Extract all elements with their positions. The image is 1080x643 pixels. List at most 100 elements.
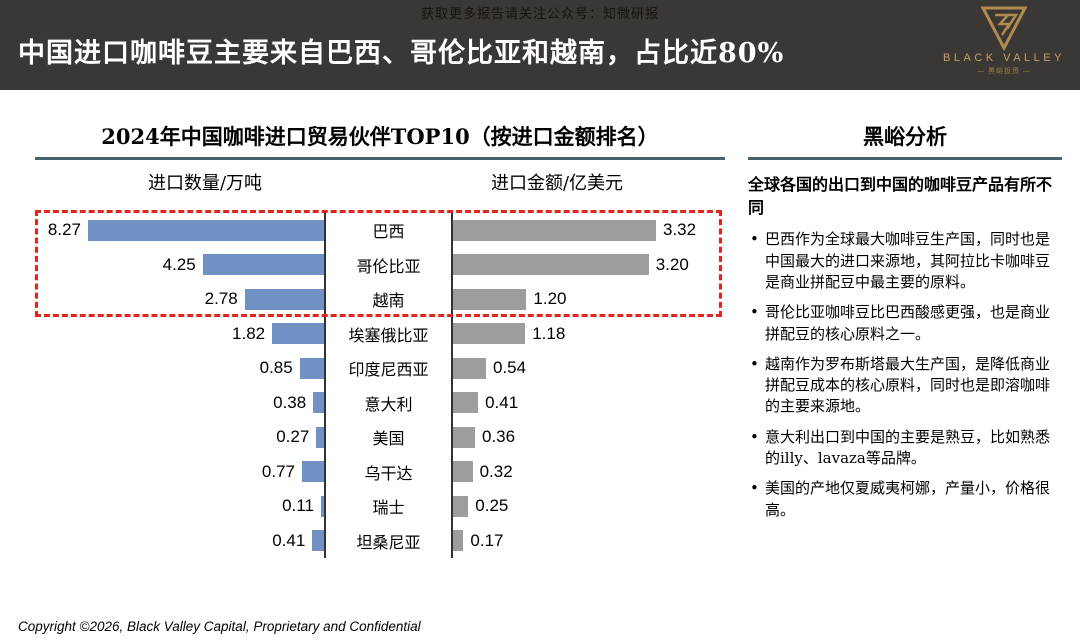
volume-bar bbox=[313, 392, 324, 414]
amount-bar bbox=[453, 461, 473, 483]
analysis-bullet: 越南作为罗布斯塔最大生产国，是降低商业拼配豆成本的核心原料，同时也是即溶咖啡的主… bbox=[748, 354, 1062, 418]
amount-value-label: 1.18 bbox=[532, 323, 566, 343]
volume-zone: 2.78 bbox=[35, 288, 324, 310]
chart-row: 8.27 巴西 3.32 bbox=[35, 213, 725, 248]
volume-value-label: 0.77 bbox=[261, 461, 295, 481]
volume-bar bbox=[299, 357, 324, 379]
country-label: 越南 bbox=[324, 282, 453, 317]
volume-bar bbox=[316, 426, 324, 448]
volume-bar bbox=[244, 288, 324, 310]
chart-row: 4.25 哥伦比亚 3.20 bbox=[35, 247, 725, 282]
chart-row: 0.38 意大利 0.41 bbox=[35, 385, 725, 420]
amount-zone: 0.25 bbox=[453, 495, 725, 517]
volume-value-label: 0.38 bbox=[273, 392, 307, 412]
analysis-bullet: 哥伦比亚咖啡豆比巴西酸感更强，也是商业拼配豆的核心原料之一。 bbox=[748, 302, 1062, 345]
analysis-title: 黑峪分析 bbox=[863, 124, 947, 149]
left-axis-label: 进口数量/万吨 bbox=[147, 173, 263, 194]
amount-bar bbox=[453, 254, 649, 276]
volume-bar bbox=[302, 461, 324, 483]
brand-logo: BLACK VALLEY — 黑峪投资 — bbox=[936, 5, 1072, 76]
analysis-panel: 黑峪分析 全球各国的出口到中国的咖啡豆产品有所不同 巴西作为全球最大咖啡豆生产国… bbox=[748, 122, 1062, 530]
amount-zone: 0.17 bbox=[453, 530, 725, 552]
amount-value-label: 0.17 bbox=[470, 530, 504, 550]
copyright-text: Copyright ©2026, Black Valley Capital, P… bbox=[18, 619, 421, 634]
amount-zone: 0.54 bbox=[453, 357, 725, 379]
volume-zone: 0.41 bbox=[35, 530, 324, 552]
analysis-title-underline bbox=[748, 157, 1062, 160]
amount-bar bbox=[453, 323, 526, 345]
amount-value-label: 3.32 bbox=[663, 220, 697, 240]
amount-bar bbox=[453, 357, 486, 379]
amount-bar bbox=[453, 219, 656, 241]
volume-bar bbox=[320, 495, 324, 517]
amount-value-label: 0.54 bbox=[493, 358, 527, 378]
volume-value-label: 0.85 bbox=[259, 358, 293, 378]
amount-value-label: 0.32 bbox=[479, 461, 513, 481]
analysis-bullet-list: 巴西作为全球最大咖啡豆生产国，同时也是中国最大的进口来源地，其阿拉比卡咖啡豆是商… bbox=[748, 229, 1062, 521]
volume-value-label: 2.78 bbox=[204, 289, 238, 309]
amount-bar bbox=[453, 288, 527, 310]
country-label: 乌干达 bbox=[324, 454, 453, 489]
volume-bar bbox=[88, 219, 324, 241]
chart-row: 2.78 越南 1.20 bbox=[35, 282, 725, 317]
amount-zone: 1.18 bbox=[453, 323, 725, 345]
right-axis-label: 进口金额/亿美元 bbox=[490, 173, 624, 194]
volume-value-label: 8.27 bbox=[47, 220, 81, 240]
country-label: 瑞士 bbox=[324, 489, 453, 524]
volume-bar bbox=[312, 530, 324, 552]
slide-title: 中国进口咖啡豆主要来自巴西、哥伦比亚和越南，占比近80% bbox=[18, 38, 785, 69]
volume-value-label: 0.27 bbox=[276, 427, 310, 447]
volume-zone: 0.85 bbox=[35, 357, 324, 379]
chart-section: 2024年中国咖啡进口贸易伙伴TOP10（按进口金额排名） 进口数量/万吨 进口… bbox=[35, 122, 725, 567]
country-label: 美国 bbox=[324, 420, 453, 455]
analysis-bullet: 巴西作为全球最大咖啡豆生产国，同时也是中国最大的进口来源地，其阿拉比卡咖啡豆是商… bbox=[748, 229, 1062, 293]
volume-bar bbox=[272, 323, 324, 345]
chart-row: 0.77 乌干达 0.32 bbox=[35, 454, 725, 489]
chart-title: 2024年中国咖啡进口贸易伙伴TOP10（按进口金额排名） bbox=[101, 124, 659, 149]
volume-value-label: 4.25 bbox=[162, 254, 196, 274]
amount-bar bbox=[453, 495, 469, 517]
volume-zone: 0.27 bbox=[35, 426, 324, 448]
analysis-bullet: 意大利出口到中国的主要是熟豆，比如熟悉的illy、lavaza等品牌。 bbox=[748, 427, 1062, 470]
volume-zone: 0.77 bbox=[35, 461, 324, 483]
volume-zone: 8.27 bbox=[35, 219, 324, 241]
amount-zone: 3.32 bbox=[453, 219, 725, 241]
country-label: 印度尼西亚 bbox=[324, 351, 453, 386]
country-label: 埃塞俄比亚 bbox=[324, 316, 453, 351]
chart-row: 0.27 美国 0.36 bbox=[35, 420, 725, 455]
country-label: 坦桑尼亚 bbox=[324, 523, 453, 558]
amount-value-label: 0.36 bbox=[482, 427, 516, 447]
brand-subtitle: — 黑峪投资 — bbox=[977, 68, 1031, 75]
amount-zone: 0.41 bbox=[453, 392, 725, 414]
volume-value-label: 0.11 bbox=[282, 496, 314, 516]
country-label: 巴西 bbox=[324, 213, 453, 248]
amount-zone: 3.20 bbox=[453, 254, 725, 276]
bv-triangle-icon bbox=[980, 6, 1028, 51]
volume-value-label: 1.82 bbox=[232, 323, 266, 343]
chart-row: 0.85 印度尼西亚 0.54 bbox=[35, 351, 725, 386]
amount-zone: 1.20 bbox=[453, 288, 725, 310]
volume-zone: 0.38 bbox=[35, 392, 324, 414]
header: 获取更多报告请关注公众号：知微研报 中国进口咖啡豆主要来自巴西、哥伦比亚和越南，… bbox=[0, 0, 1080, 90]
volume-zone: 1.82 bbox=[35, 323, 324, 345]
amount-bar bbox=[453, 392, 479, 414]
country-label: 意大利 bbox=[324, 385, 453, 420]
amount-zone: 0.32 bbox=[453, 461, 725, 483]
chart-row: 1.82 埃塞俄比亚 1.18 bbox=[35, 316, 725, 351]
amount-value-label: 1.20 bbox=[533, 289, 567, 309]
volume-value-label: 0.41 bbox=[272, 530, 306, 550]
amount-zone: 0.36 bbox=[453, 426, 725, 448]
analysis-intro: 全球各国的出口到中国的咖啡豆产品有所不同 bbox=[748, 175, 1053, 218]
amount-value-label: 0.25 bbox=[475, 496, 509, 516]
volume-zone: 4.25 bbox=[35, 254, 324, 276]
chart-rows: 8.27 巴西 3.32 4.25 哥伦比亚 3.20 2.78 越南 1.20 1.82 埃塞俄比… bbox=[35, 210, 725, 558]
brand-name: BLACK VALLEY bbox=[943, 52, 1065, 64]
promo-banner-text: 获取更多报告请关注公众号：知微研报 bbox=[420, 6, 659, 21]
amount-bar bbox=[453, 530, 464, 552]
volume-bar bbox=[202, 254, 324, 276]
chart-row: 0.41 坦桑尼亚 0.17 bbox=[35, 523, 725, 558]
amount-value-label: 0.41 bbox=[485, 392, 519, 412]
chart-title-underline bbox=[35, 157, 725, 160]
country-label: 哥伦比亚 bbox=[324, 247, 453, 282]
